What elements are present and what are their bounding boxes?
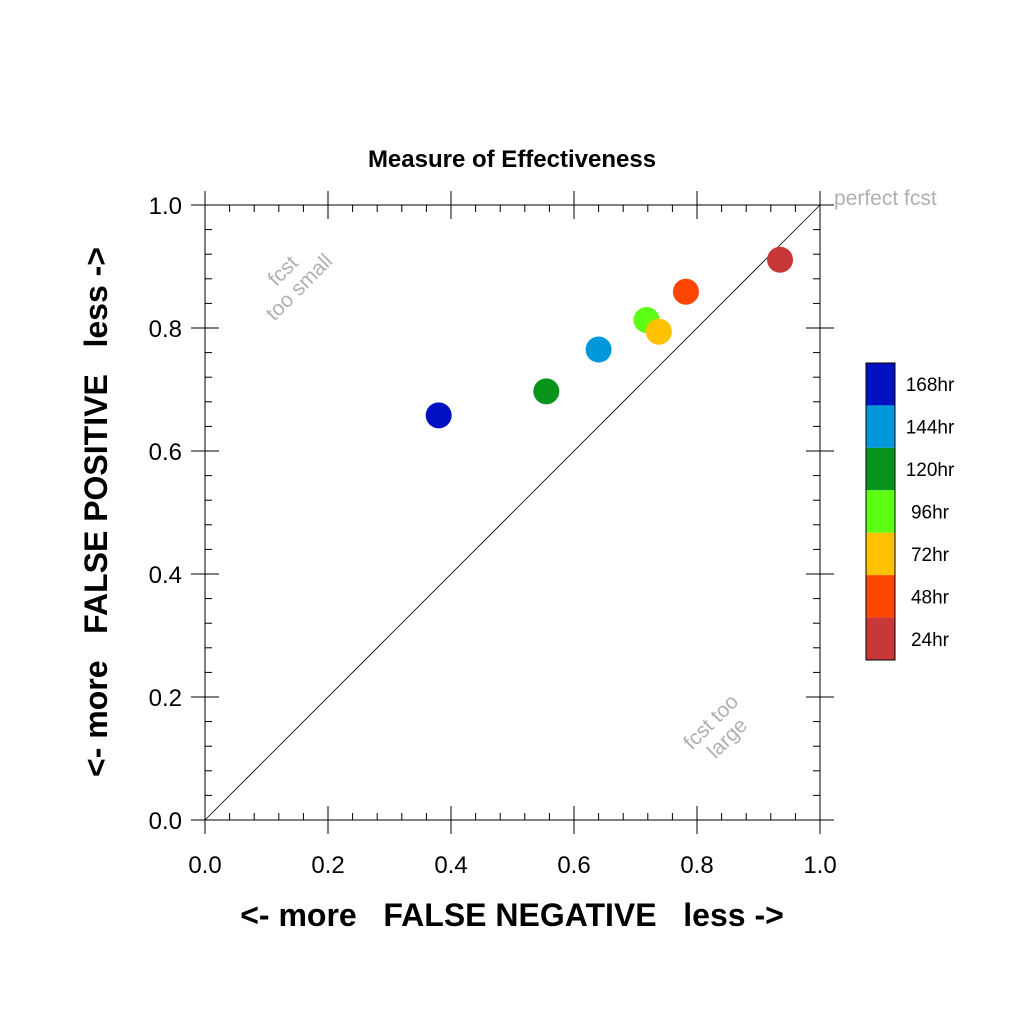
legend-swatch-120hr	[866, 447, 895, 491]
x-tick-label: 0.6	[557, 852, 590, 879]
legend-label-120hr: 120hr	[906, 460, 955, 481]
chart-title: Measure of Effectiveness	[368, 146, 656, 173]
legend-label-168hr: 168hr	[906, 375, 955, 396]
too-large-annotation: fcst too large	[679, 690, 752, 763]
plot-frame	[204, 204, 821, 821]
perfect-forecast-annotation: perfect fcst	[834, 187, 937, 210]
too-small-line-2: too small	[262, 250, 338, 326]
point-24hr	[767, 246, 794, 273]
point-120hr	[533, 378, 560, 405]
x-axis-label: <- more FALSE NEGATIVE less ->	[240, 897, 784, 933]
point-72hr	[645, 318, 672, 345]
y-tick-label: 1.0	[149, 193, 182, 220]
x-tick-label: 0.2	[311, 852, 344, 879]
legend-swatch-72hr	[866, 532, 895, 576]
legend: 168hr 144hr 120hr 96hr 72hr 48hr 24hr	[865, 362, 955, 661]
axis-tick-labels: 0.00.0 0.2 0.2 0.4 0.4 0.6 0.6 0.8 0.8 1.0 1.0	[149, 193, 837, 879]
legend-swatch-96hr	[866, 490, 895, 533]
y-tick-label: 0.2	[149, 685, 182, 712]
y-tick-label: 0.6	[149, 439, 182, 466]
y-axis-label: <- more FALSE POSITIVE less ->	[78, 247, 114, 777]
y-tick-label: 0.8	[149, 316, 182, 343]
legend-swatch-48hr	[866, 575, 895, 618]
x-tick-label: 0.4	[434, 852, 467, 879]
perfect-forecast-diagonal	[204, 204, 821, 821]
point-144hr	[585, 336, 612, 363]
x-tick-label: 0.8	[680, 852, 713, 879]
point-168hr	[425, 402, 452, 429]
legend-label-144hr: 144hr	[906, 418, 955, 439]
data-points	[425, 246, 794, 429]
y-tick-label: 0.0	[149, 808, 182, 835]
axis-ticks	[191, 191, 834, 834]
x-tick-label: 0.0	[188, 852, 221, 879]
too-small-annotation: fcst too small	[262, 250, 338, 326]
legend-frame	[865, 362, 896, 661]
legend-label-48hr: 48hr	[911, 587, 950, 608]
plot-area	[204, 204, 821, 821]
legend-label-72hr: 72hr	[911, 545, 950, 566]
y-tick-label: 0.4	[149, 562, 182, 589]
point-48hr	[672, 278, 699, 305]
legend-label-24hr: 24hr	[911, 630, 950, 651]
legend-swatch-168hr	[866, 363, 895, 406]
legend-label-96hr: 96hr	[911, 503, 950, 524]
x-tick-label: 1.0	[803, 852, 836, 879]
legend-swatch-24hr	[866, 617, 895, 660]
legend-swatch-144hr	[866, 405, 895, 448]
